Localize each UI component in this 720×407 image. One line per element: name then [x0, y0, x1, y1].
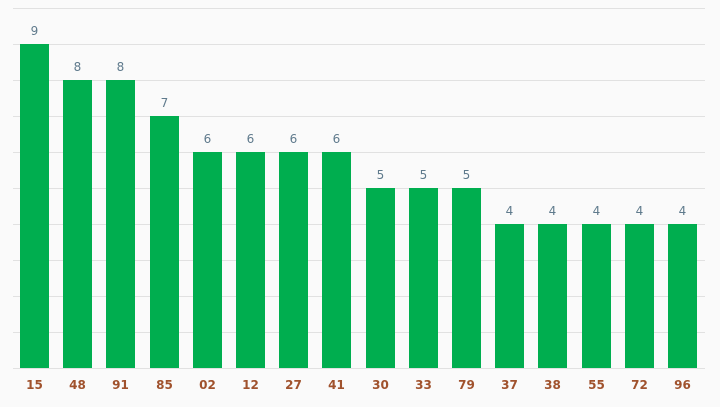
- x-tick-label: 37: [501, 378, 518, 392]
- bar-12: [236, 152, 265, 368]
- bar-30: [366, 188, 395, 368]
- data-label: 6: [247, 132, 255, 146]
- data-label: 8: [117, 60, 125, 74]
- bar-55: [582, 224, 611, 368]
- data-label: 5: [463, 168, 471, 182]
- x-tick-label: 12: [242, 378, 259, 392]
- x-tick-label: 55: [588, 378, 605, 392]
- data-label: 4: [679, 204, 687, 218]
- bar-48: [63, 80, 92, 368]
- x-tick-label: 96: [674, 378, 691, 392]
- bar-85: [150, 116, 179, 368]
- data-label: 5: [377, 168, 385, 182]
- x-tick-label: 15: [26, 378, 43, 392]
- data-label: 8: [74, 60, 82, 74]
- data-label: 4: [549, 204, 557, 218]
- data-label: 5: [420, 168, 428, 182]
- bar-38: [538, 224, 567, 368]
- bar-02: [193, 152, 222, 368]
- x-tick-label: 27: [285, 378, 302, 392]
- x-tick-label: 33: [415, 378, 432, 392]
- x-tick-label: 85: [156, 378, 173, 392]
- data-label: 9: [31, 24, 39, 38]
- x-tick-label: 48: [69, 378, 86, 392]
- bar-33: [409, 188, 438, 368]
- bar-15: [20, 44, 49, 368]
- bar-91: [106, 80, 135, 368]
- x-tick-label: 38: [544, 378, 561, 392]
- data-label: 7: [161, 96, 169, 110]
- bar-41: [322, 152, 351, 368]
- bar-96: [668, 224, 697, 368]
- bar-27: [279, 152, 308, 368]
- data-label: 4: [636, 204, 644, 218]
- bar-72: [625, 224, 654, 368]
- x-tick-labels-layer: 15 48 91 85 02 12 27 41 30 33 79 37 38 55 72 96: [26, 378, 691, 392]
- x-tick-label: 30: [372, 378, 389, 392]
- bar-37: [495, 224, 524, 368]
- bar-79: [452, 188, 481, 368]
- data-label: 6: [204, 132, 212, 146]
- x-tick-label: 79: [458, 378, 475, 392]
- data-label: 6: [290, 132, 298, 146]
- x-tick-label: 91: [112, 378, 129, 392]
- x-tick-label: 02: [199, 378, 216, 392]
- data-label: 4: [593, 204, 601, 218]
- x-tick-label: 41: [328, 378, 345, 392]
- bars-layer: [20, 44, 697, 368]
- x-tick-label: 72: [631, 378, 648, 392]
- data-label: 6: [333, 132, 341, 146]
- data-label: 4: [506, 204, 514, 218]
- data-labels-layer: 9 8 8 7 6 6 6 6 5 5 5 4 4 4 4 4: [31, 24, 687, 218]
